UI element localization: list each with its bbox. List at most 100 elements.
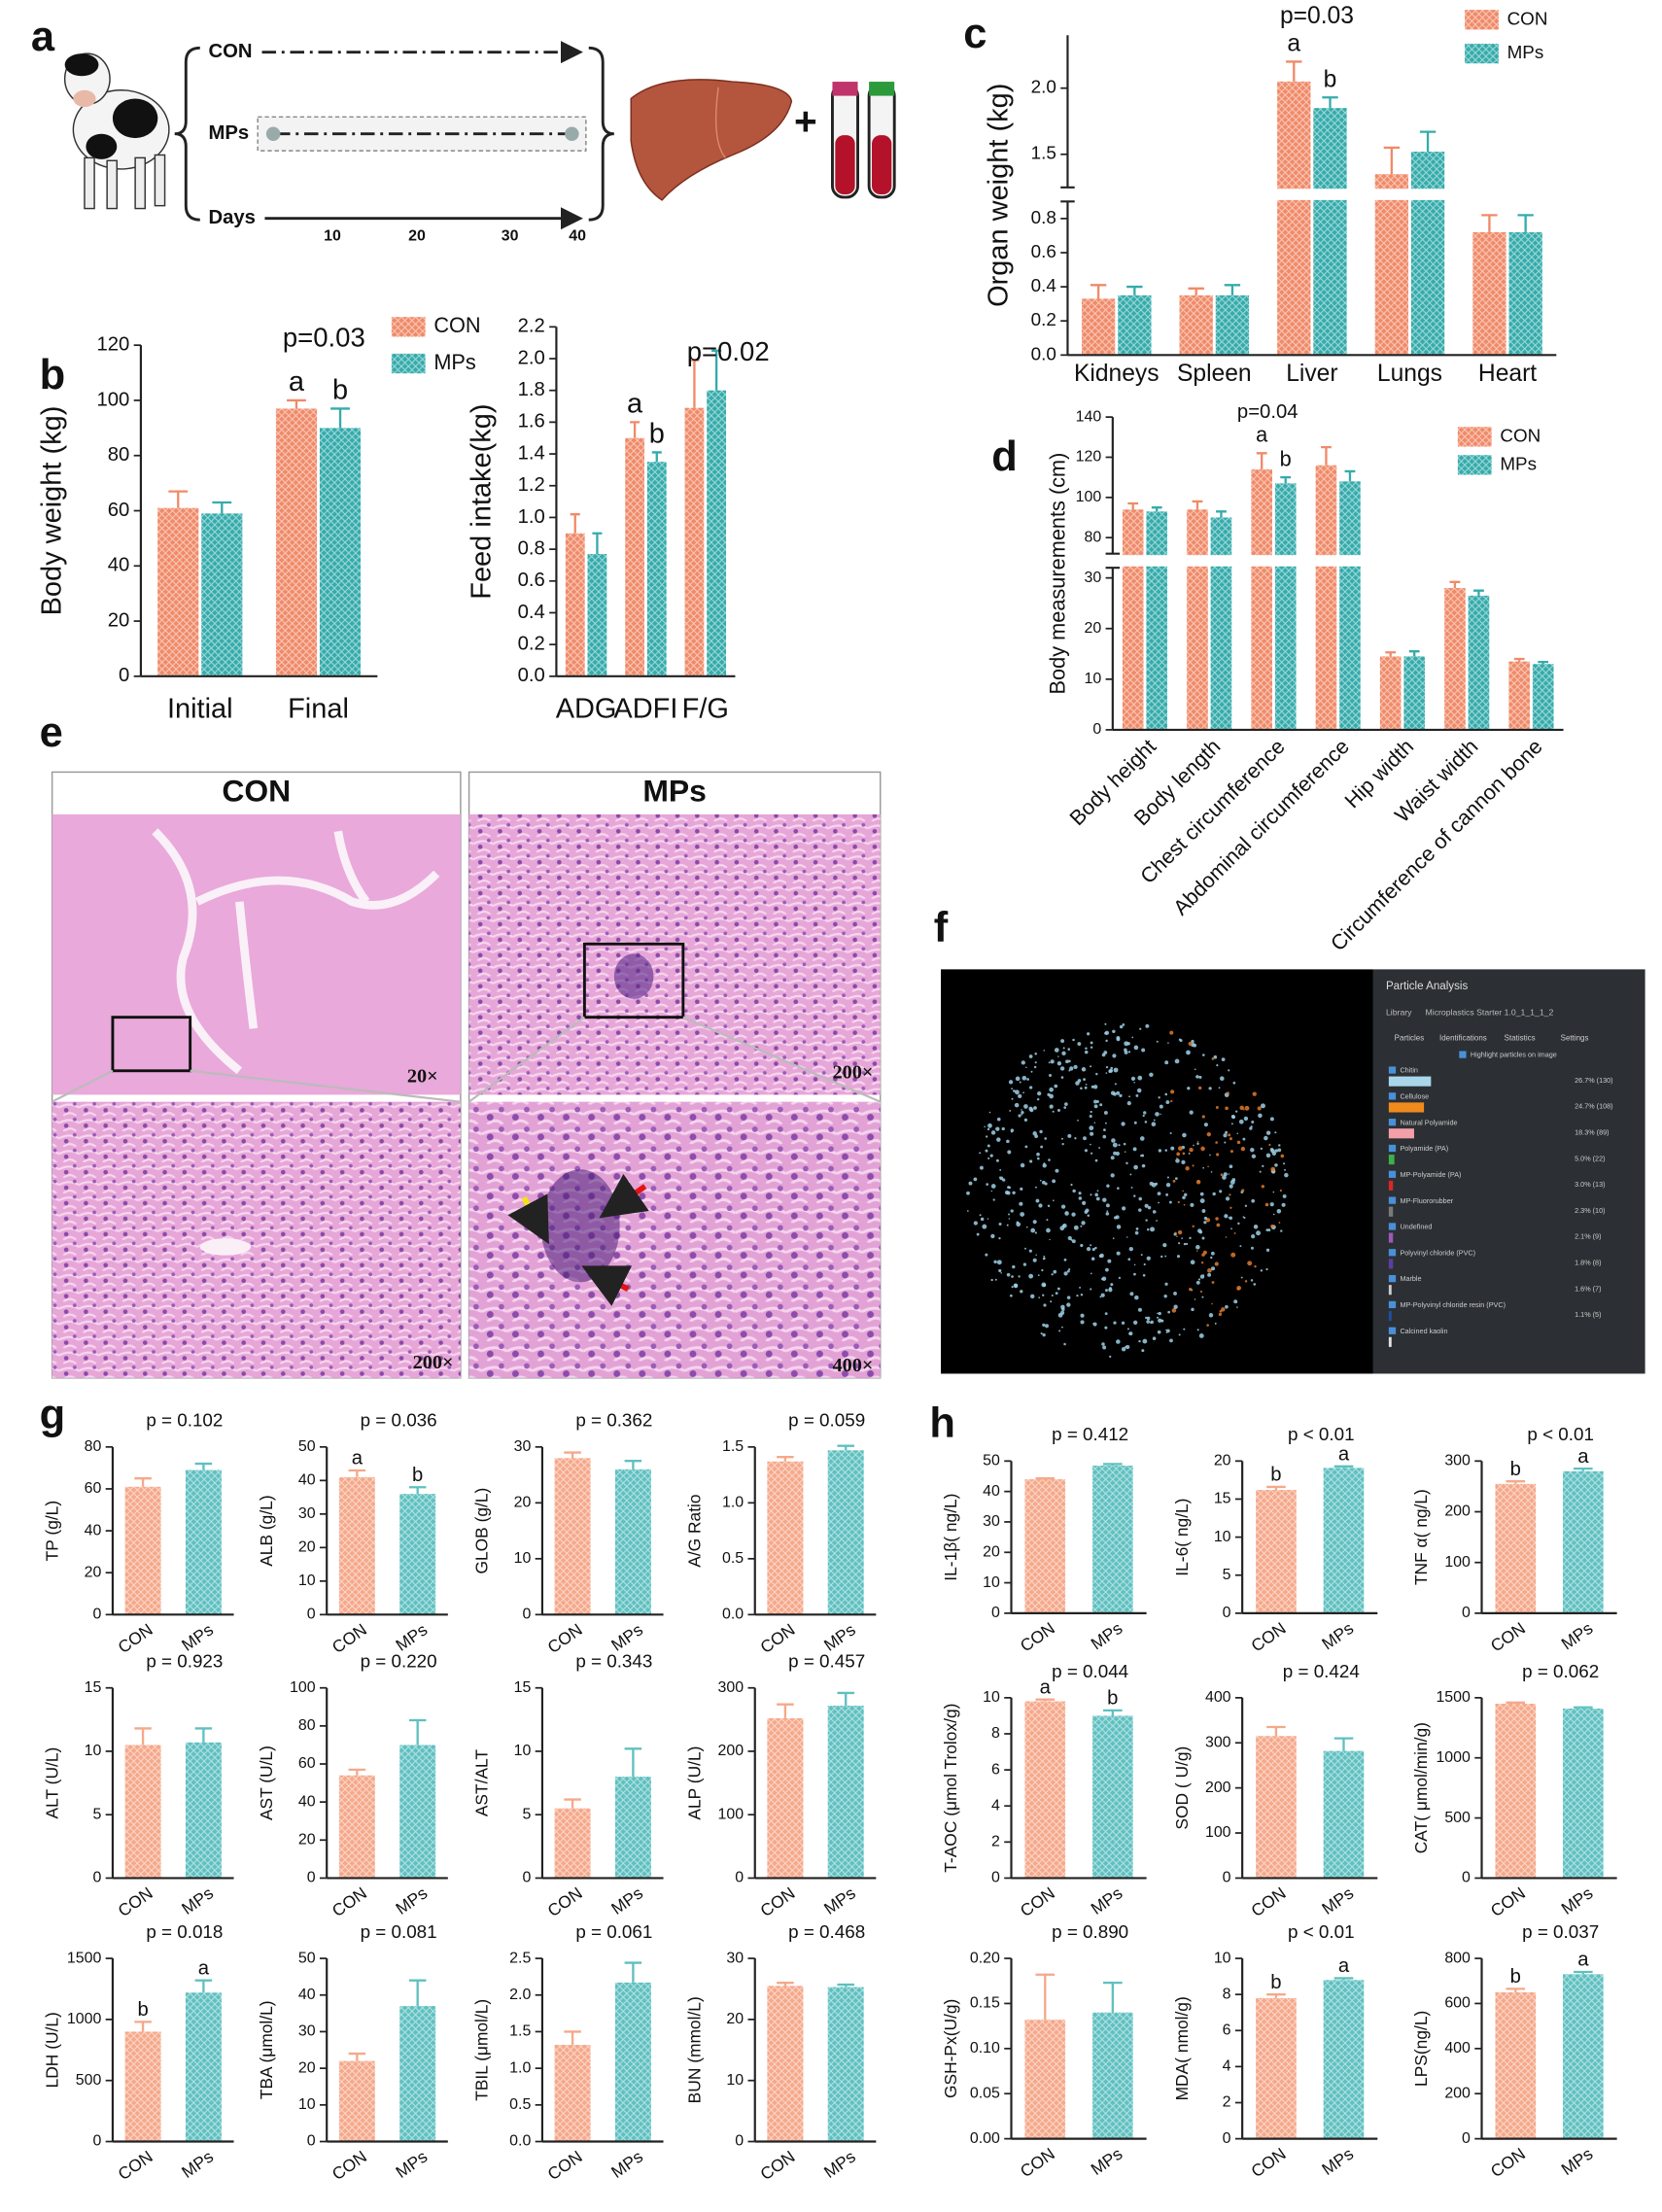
particle-dot bbox=[1237, 1222, 1240, 1226]
particle-dot bbox=[993, 1260, 997, 1264]
particle-dot bbox=[1072, 1038, 1075, 1042]
bar-chart: ADG ab ADFI F/G 0.0 0.2 0.4 0.6 0.8 1.0 1.2 1.4 1.6 1… bbox=[467, 316, 770, 725]
particle-dot bbox=[1203, 1123, 1208, 1127]
particle-dot bbox=[1269, 1147, 1274, 1152]
inset-box bbox=[582, 942, 685, 1020]
bar-chart: b CON a MPs 0 500 1000 1500 LDH (U/L) p = 0.018 bbox=[43, 1921, 234, 2184]
checkbox bbox=[1388, 1327, 1397, 1334]
particle-dot bbox=[1182, 1152, 1186, 1156]
particle-dot bbox=[987, 1123, 992, 1128]
particle-dot bbox=[1089, 1115, 1092, 1119]
particle-dot bbox=[1110, 1066, 1113, 1070]
p-value: p = 0.343 bbox=[575, 1651, 652, 1672]
particle-dot bbox=[1044, 1137, 1048, 1140]
y-tick-label: 1.6 bbox=[518, 411, 545, 432]
particle-dot bbox=[1216, 1064, 1219, 1067]
bar bbox=[1444, 588, 1466, 730]
particle-dot bbox=[1119, 1093, 1123, 1098]
particle-dot bbox=[1145, 1219, 1148, 1222]
particle-dot bbox=[1081, 1067, 1087, 1072]
library-label: Library bbox=[1386, 1008, 1412, 1018]
particle-dot bbox=[1166, 1329, 1170, 1333]
particle-dot bbox=[1231, 1115, 1236, 1120]
error-bar bbox=[1103, 1981, 1123, 2013]
y-tick-label: 30 bbox=[514, 1438, 532, 1455]
particle-dot bbox=[1119, 1024, 1124, 1029]
p-value: p=0.04 bbox=[1237, 401, 1298, 423]
particle-dot bbox=[987, 1127, 990, 1131]
particle-dot bbox=[979, 1152, 982, 1155]
y-axis-label: TP (g/L) bbox=[43, 1501, 62, 1561]
particle-dot bbox=[1112, 1054, 1117, 1058]
p-value: p = 0.061 bbox=[575, 1921, 652, 1942]
particle-dot bbox=[1057, 1055, 1059, 1057]
particle-dot bbox=[1151, 1122, 1157, 1127]
bar bbox=[124, 2031, 161, 2142]
bar-chart: b CON a MPs 0 5 10 15 20 IL-6( ng/L) p < 0.01 bbox=[1172, 1424, 1378, 1656]
particle-dot bbox=[1083, 1078, 1086, 1082]
particle-dot bbox=[1229, 1137, 1232, 1141]
particle-dot bbox=[995, 1126, 1000, 1131]
item-name: Polyamide (PA) bbox=[1400, 1144, 1448, 1153]
bar-chart: b CON a MPs 0 100 200 300 TNF α( ng/L) p < 0.01 bbox=[1411, 1424, 1617, 1656]
particle-dot bbox=[1135, 1093, 1139, 1097]
y-tick-label: 120 bbox=[1076, 449, 1102, 466]
particle-dot bbox=[1157, 1192, 1161, 1196]
particle-dot bbox=[1262, 1164, 1264, 1168]
particle-dot bbox=[1200, 1262, 1204, 1264]
item-share: 2.3% (10) bbox=[1575, 1206, 1605, 1215]
particle-dot bbox=[1035, 1186, 1037, 1189]
particle-dot bbox=[1134, 1230, 1139, 1235]
y-axis-label: AST (U/L) bbox=[257, 1745, 276, 1820]
particle-dot bbox=[1251, 1233, 1256, 1239]
y-tick-label: 200 bbox=[1444, 2085, 1471, 2101]
particle-dot bbox=[1210, 1251, 1215, 1256]
checkbox bbox=[1388, 1119, 1397, 1126]
particle-dot bbox=[1129, 1173, 1132, 1176]
particle-dot bbox=[1014, 1284, 1019, 1289]
bar bbox=[1339, 481, 1361, 730]
particle-dot bbox=[1133, 1082, 1135, 1084]
particle-dot bbox=[1243, 1116, 1249, 1122]
particle-dot bbox=[1178, 1333, 1181, 1336]
error-bar bbox=[1574, 1706, 1593, 1709]
particle-dot bbox=[1007, 1150, 1012, 1155]
particle-dot bbox=[1104, 1030, 1110, 1035]
particle-dot bbox=[1010, 1130, 1013, 1133]
particle-dot bbox=[1278, 1222, 1281, 1224]
particle-dot bbox=[1219, 1190, 1223, 1193]
particle-dot bbox=[1061, 1142, 1064, 1146]
inflammatory-focus bbox=[540, 1169, 620, 1283]
error-bar bbox=[1127, 501, 1139, 510]
y-tick-label: 0.00 bbox=[970, 2130, 1000, 2147]
particle-dot bbox=[1183, 1242, 1187, 1246]
y-tick-label: 2 bbox=[991, 1834, 1000, 1850]
particle-dot bbox=[1023, 1104, 1028, 1109]
y-tick-label: 1500 bbox=[67, 1950, 102, 1966]
y-tick-label: 140 bbox=[1076, 408, 1102, 425]
particle-dot bbox=[1284, 1168, 1286, 1171]
particle-dot bbox=[1195, 1280, 1200, 1285]
particle-dot bbox=[1279, 1189, 1282, 1192]
particle-dot bbox=[1201, 1115, 1205, 1119]
particle-dot bbox=[1272, 1191, 1275, 1193]
y-tick-label: 400 bbox=[1444, 2040, 1471, 2056]
particle-dot bbox=[1196, 1250, 1198, 1252]
yellow-arrow bbox=[507, 1193, 549, 1245]
bar bbox=[707, 390, 727, 676]
particle-dot bbox=[1144, 1203, 1149, 1208]
bar bbox=[124, 1745, 161, 1879]
particle-dot bbox=[1164, 1060, 1169, 1065]
particle-dot bbox=[1133, 1045, 1139, 1051]
particle-dot bbox=[1165, 1329, 1167, 1331]
particle-dot bbox=[1095, 1196, 1100, 1201]
particle-dot bbox=[1164, 1092, 1168, 1096]
y-tick-label: 0.20 bbox=[970, 1950, 1000, 1966]
particle-dot bbox=[1028, 1086, 1033, 1089]
y-axis-label: TNF α( ng/L) bbox=[1411, 1489, 1431, 1585]
error-bar bbox=[1192, 500, 1203, 510]
particle-dot bbox=[1064, 1102, 1068, 1106]
item-share: 3.0% (13) bbox=[1575, 1180, 1605, 1189]
error-bar bbox=[1090, 284, 1107, 299]
particle-dot bbox=[1220, 1173, 1224, 1177]
